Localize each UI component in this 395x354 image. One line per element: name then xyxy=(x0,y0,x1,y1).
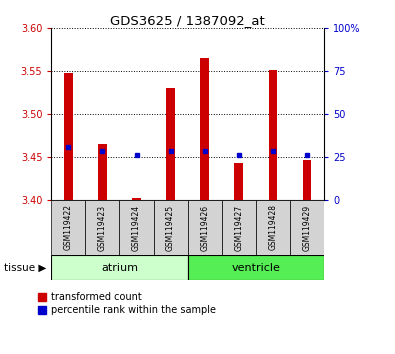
Bar xyxy=(303,160,311,200)
Text: GSM119425: GSM119425 xyxy=(166,204,175,251)
Text: GSM119423: GSM119423 xyxy=(98,204,107,251)
Text: tissue ▶: tissue ▶ xyxy=(4,263,46,273)
Text: GSM119424: GSM119424 xyxy=(132,204,141,251)
Text: atrium: atrium xyxy=(101,263,138,273)
Legend: transformed count, percentile rank within the sample: transformed count, percentile rank withi… xyxy=(36,291,218,317)
Title: GDS3625 / 1387092_at: GDS3625 / 1387092_at xyxy=(110,14,265,27)
Bar xyxy=(119,200,154,255)
Bar xyxy=(235,163,243,200)
Bar xyxy=(51,255,188,280)
Bar xyxy=(51,200,85,255)
Bar xyxy=(85,200,119,255)
Bar xyxy=(166,88,175,200)
Text: GSM119422: GSM119422 xyxy=(64,204,73,250)
Text: GSM119428: GSM119428 xyxy=(268,204,277,250)
Bar xyxy=(200,58,209,200)
Bar xyxy=(188,200,222,255)
Bar xyxy=(64,73,73,200)
Bar xyxy=(256,200,290,255)
Bar xyxy=(98,144,107,200)
Bar xyxy=(188,255,324,280)
Bar xyxy=(269,69,277,200)
Text: GSM119427: GSM119427 xyxy=(234,204,243,251)
Text: GSM119426: GSM119426 xyxy=(200,204,209,251)
Text: ventricle: ventricle xyxy=(231,263,280,273)
Bar xyxy=(222,200,256,255)
Bar xyxy=(290,200,324,255)
Bar xyxy=(154,200,188,255)
Bar xyxy=(132,198,141,200)
Text: GSM119429: GSM119429 xyxy=(302,204,311,251)
